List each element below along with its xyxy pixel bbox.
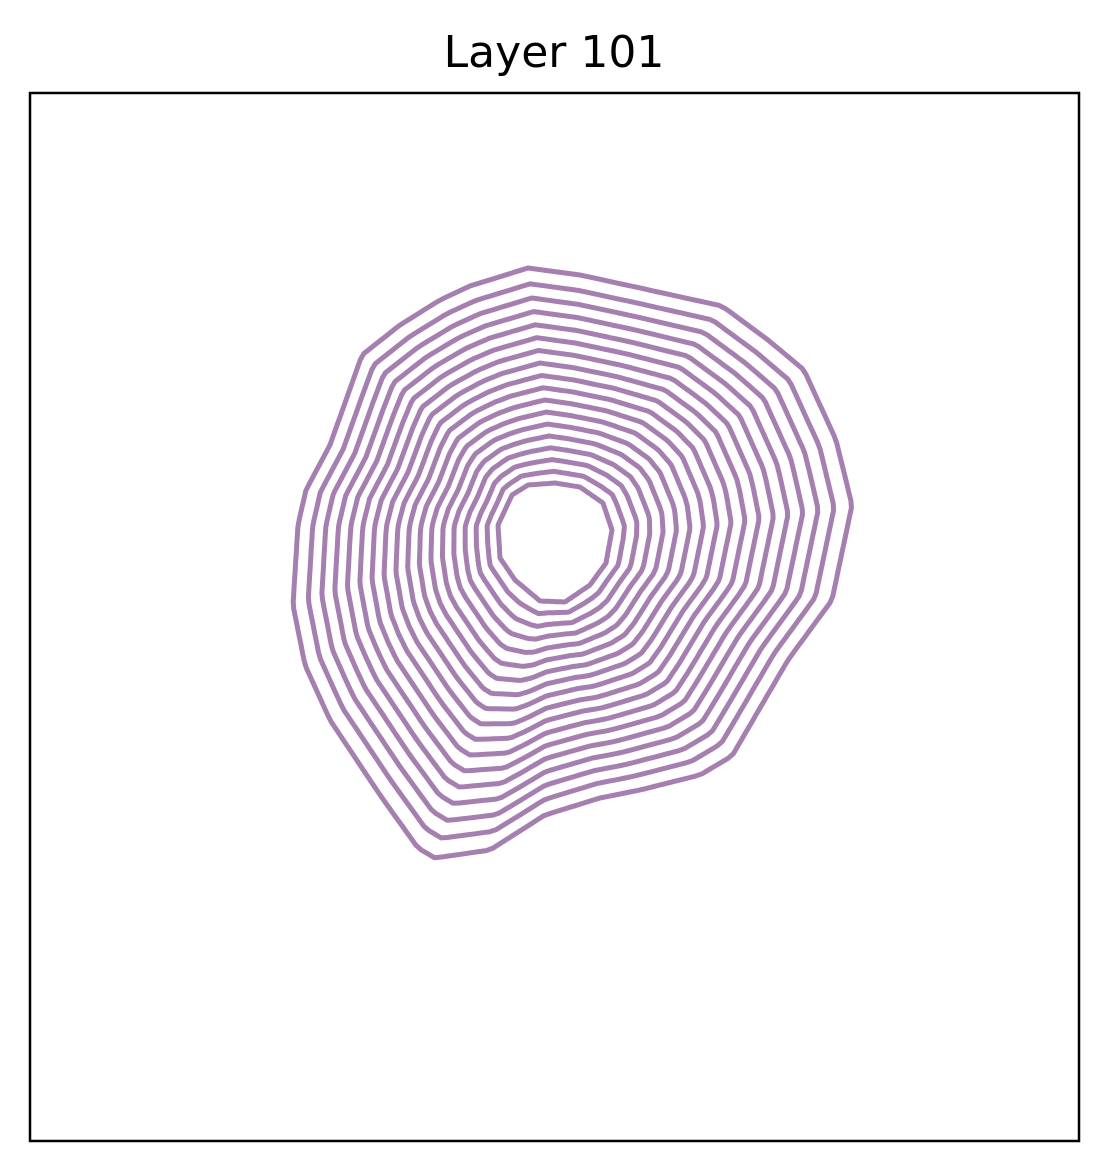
contour-rings: [290, 265, 854, 861]
contour-ring: [439, 421, 679, 669]
contour-ring: [290, 265, 854, 861]
contour-ring: [451, 433, 666, 655]
contour-ring: [381, 360, 748, 742]
contour-ring: [405, 385, 720, 712]
contour-ring: [495, 480, 615, 605]
figure-title: Layer 101: [444, 27, 665, 78]
contour-ring: [305, 281, 837, 841]
contour-ring: [369, 348, 762, 758]
contour-ring: [332, 309, 805, 806]
contour-ring: [484, 468, 627, 617]
contour-ring: [462, 445, 653, 642]
contour-ring: [473, 457, 640, 629]
plot-frame: [28, 91, 1081, 1143]
contour-ring: [345, 322, 791, 790]
contour-ring: [416, 397, 706, 698]
contour-ring: [393, 373, 734, 727]
contour-ring: [357, 335, 776, 774]
contour-ring: [428, 409, 693, 683]
contour-ring: [319, 295, 821, 823]
